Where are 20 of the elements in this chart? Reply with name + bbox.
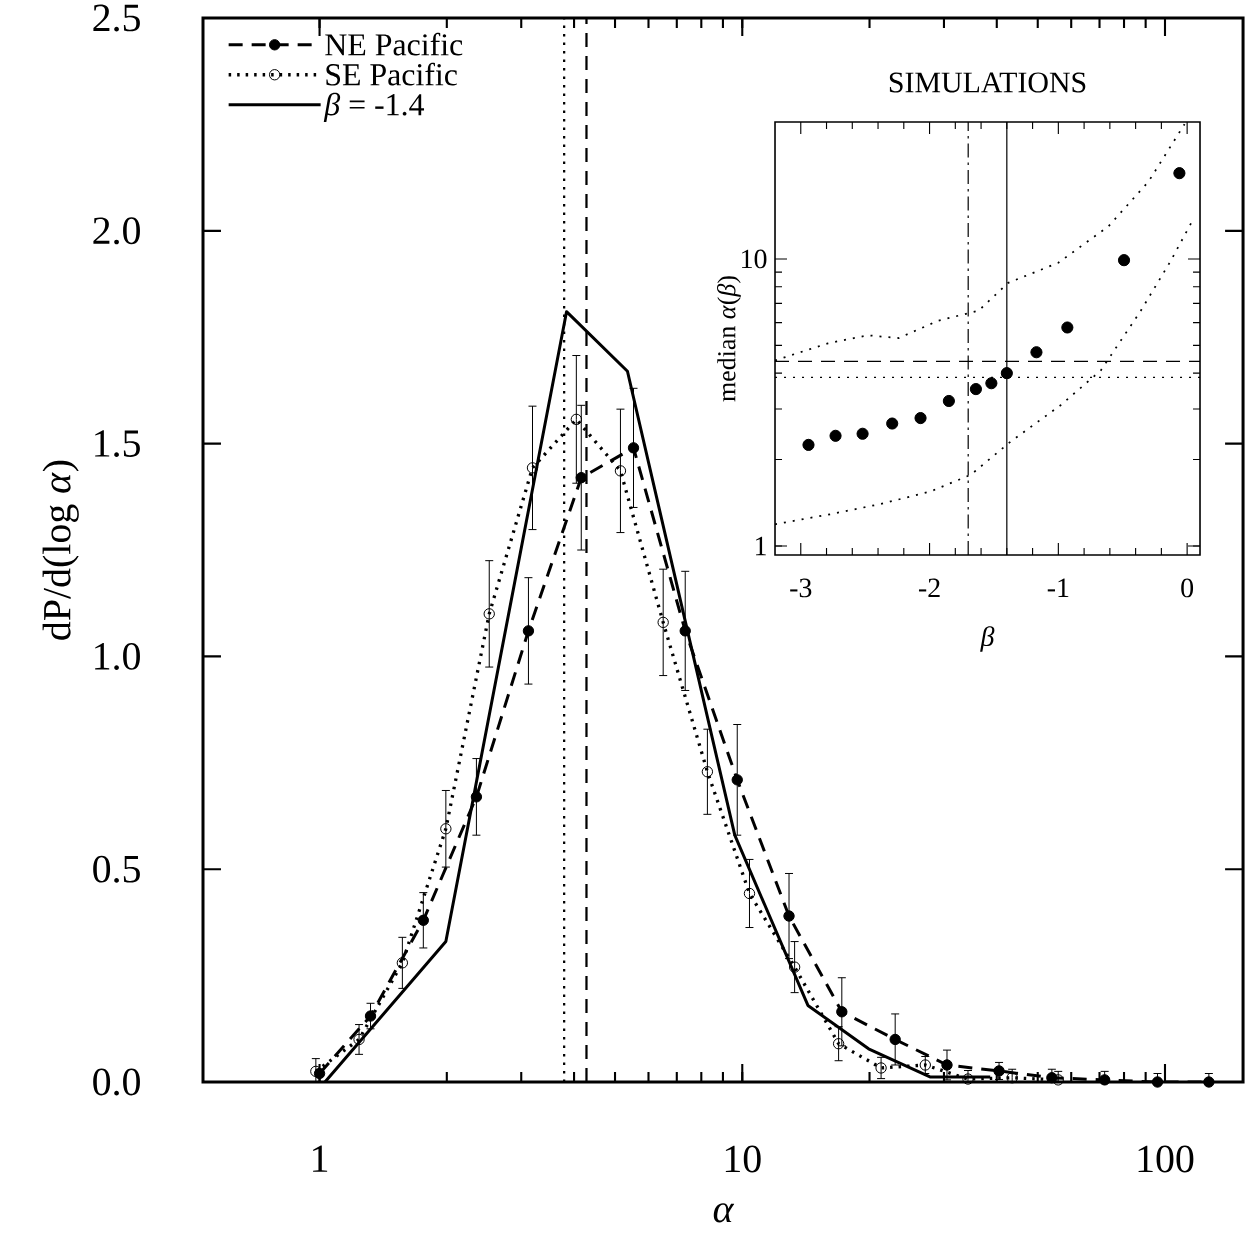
x-tick-label: -3 — [790, 578, 812, 598]
legend-label: β = -1.4 — [323, 92, 425, 122]
x-axis-title: β — [980, 626, 995, 652]
legend-label: NE Pacific — [325, 32, 463, 56]
y-tick-label: 0.5 — [93, 855, 140, 883]
x-tick-label: 0 — [1181, 578, 1194, 598]
y-tick-label: 1.0 — [95, 642, 140, 670]
x-tick-label: -2 — [918, 578, 940, 597]
chart-title: SIMULATIONS — [889, 72, 1086, 93]
x-axis-title: α — [713, 1203, 735, 1223]
y-tick-label: 2.0 — [93, 217, 140, 245]
y-axis-title: dP/d(log α) — [42, 460, 79, 640]
y-tick-label: 2.5 — [93, 4, 140, 32]
x-tick-label: 100 — [1138, 1145, 1194, 1173]
x-tick-label: -1 — [1047, 578, 1069, 597]
y-tick-label: 0.0 — [93, 1068, 140, 1096]
y-tick-label: 1.5 — [95, 430, 140, 458]
legend-label: SE Pacific — [326, 62, 457, 86]
y-axis-title: median α(β) — [717, 276, 741, 402]
x-tick-label: 1 — [313, 1145, 328, 1172]
